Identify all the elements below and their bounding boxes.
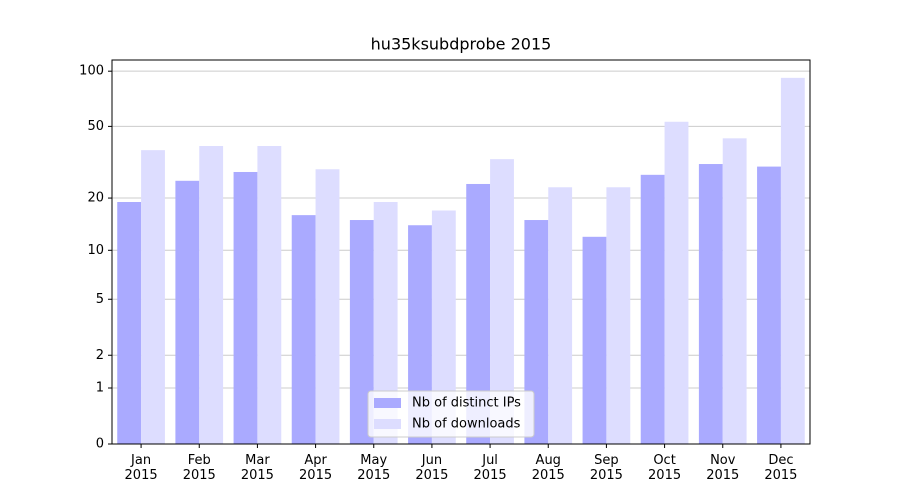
x-tick-label: Oct 2015 <box>648 453 682 483</box>
bar <box>466 183 491 444</box>
bar <box>117 202 142 444</box>
x-tick-label: Feb 2015 <box>182 453 216 483</box>
bar <box>257 146 282 444</box>
bar <box>780 77 805 444</box>
x-tick-label: Jul 2015 <box>473 453 507 483</box>
bar <box>698 164 723 444</box>
y-tick-label: 5 <box>96 292 104 307</box>
bar <box>233 171 258 444</box>
bar <box>582 236 607 444</box>
bar <box>373 202 398 444</box>
bar <box>291 215 316 444</box>
x-tick-label: Sep 2015 <box>589 453 623 483</box>
y-tick-label: 0 <box>96 437 104 452</box>
bar <box>315 169 340 444</box>
bar <box>757 166 781 444</box>
bar <box>664 121 689 444</box>
bar <box>175 180 200 444</box>
bar <box>548 187 573 444</box>
bar <box>408 225 432 444</box>
legend-label: Nb of downloads <box>412 417 521 432</box>
y-tick-label: 10 <box>87 243 104 258</box>
y-tick-label: 20 <box>87 191 104 206</box>
bar <box>524 220 549 444</box>
bar <box>431 210 456 444</box>
y-tick-label: 2 <box>96 348 104 363</box>
plot-frame <box>111 59 811 445</box>
bar <box>141 150 165 444</box>
bar <box>349 220 374 444</box>
bar <box>199 146 224 444</box>
x-tick-label: Jan 2015 <box>124 453 158 483</box>
x-tick-label: Mar 2015 <box>240 453 274 483</box>
y-tick-label: 100 <box>79 64 104 79</box>
x-tick-label: Aug 2015 <box>531 453 565 483</box>
bar <box>490 159 514 444</box>
legend: Nb of distinct IPs Nb of downloads <box>367 390 535 438</box>
x-tick-label: Dec 2015 <box>764 453 798 483</box>
legend-box <box>367 390 535 438</box>
x-tick-label: Apr 2015 <box>299 453 333 483</box>
y-tick-label: 1 <box>96 381 104 396</box>
legend-label: Nb of distinct IPs <box>412 396 521 411</box>
bar <box>722 138 747 444</box>
chart-title: hu35ksubdprobe 2015 <box>371 35 552 54</box>
legend-swatch <box>374 398 401 408</box>
x-tick-label: May 2015 <box>357 453 391 483</box>
x-tick-label: Jun 2015 <box>415 453 449 483</box>
legend-swatch <box>374 419 401 429</box>
x-tick-label: Nov 2015 <box>706 453 740 483</box>
y-tick-label: 50 <box>87 119 104 134</box>
bar <box>606 187 631 444</box>
bar <box>640 174 665 444</box>
